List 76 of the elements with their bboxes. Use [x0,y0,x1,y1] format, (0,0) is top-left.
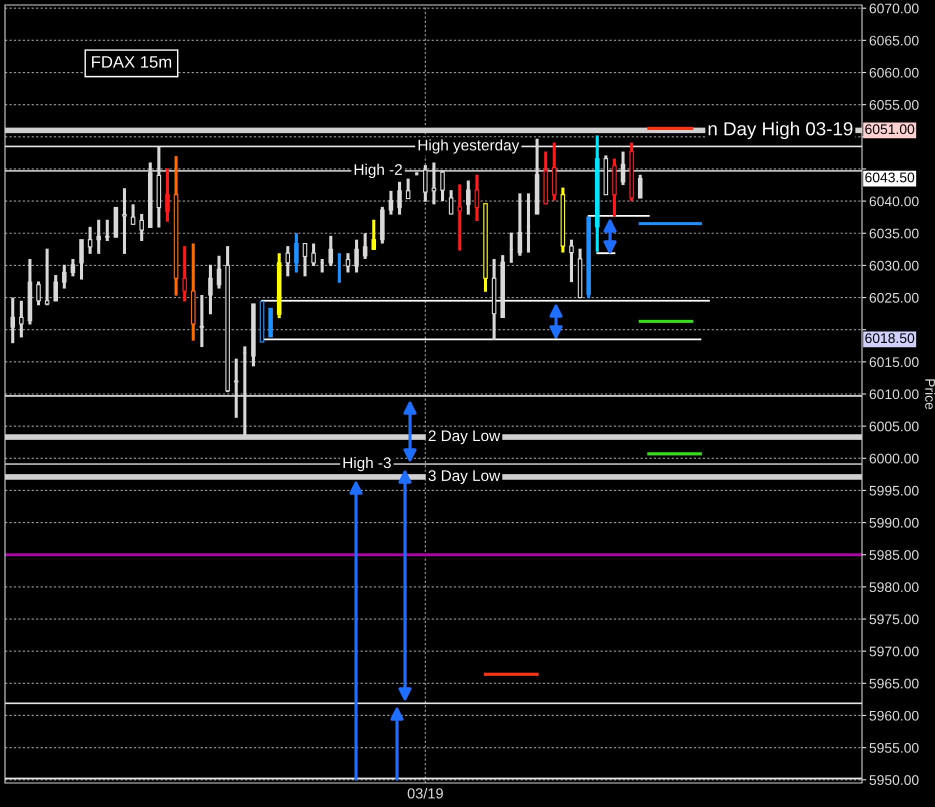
text: 6051.00 [865,124,914,134]
y-tick-label: 6035.00 [870,228,919,238]
y-tick-label: 6015.00 [870,357,919,368]
y-tick-label: 6070.00 [870,4,919,14]
candlestick [354,240,359,272]
candlestick [474,174,480,222]
candlestick [518,193,522,256]
y-tick-label: 6030.00 [870,260,919,271]
candlestick [44,248,50,306]
ref-line-label: High -2 [354,164,402,178]
candlestick [311,244,316,266]
y-tick-label: 5970.00 [870,646,919,656]
candlestick [569,240,574,282]
candlestick [328,236,334,266]
y-tick-label: 5955.00 [870,742,919,753]
candlestick [397,182,402,215]
y-tick-label: 6060.00 [870,68,919,78]
y-tick-label: 6055.00 [870,100,919,110]
candlestick [286,246,290,276]
y-tick-label: 5995.00 [870,486,919,496]
candlestick [19,300,24,338]
candlestick [70,258,76,276]
text: FDAX 15m [92,56,172,68]
ref-line-label: n Day High 03-19 [708,122,852,140]
candlestick [346,253,350,272]
candlestick [79,239,84,280]
candlestick [216,256,222,289]
candlestick [105,220,110,241]
ref-line-label: High -3 [344,456,391,472]
candlestick [208,264,213,314]
y-tick-label: 5965.00 [870,678,919,689]
text: 6018.50 [865,333,914,344]
candlestick [440,170,445,202]
candlestick [432,162,436,204]
y-tick-label: 5980.00 [870,582,919,592]
ref-line-label: High yesterday [418,139,520,154]
candlestick [294,233,299,272]
candlestick [130,204,136,225]
candlestick [234,358,238,418]
y-tick-label: 5975.00 [870,614,919,624]
candlestick [302,242,308,276]
candlestick [88,226,92,254]
y-tick-label: 6000.00 [870,454,919,464]
candlestick [371,220,376,250]
candlestick [139,214,144,241]
candlestick [466,180,471,215]
candlestick [200,294,204,348]
candlestick [53,275,58,302]
candlestick [10,298,16,344]
candlestick [620,152,626,186]
candlestick [96,220,101,254]
candlestick [122,188,127,254]
y-axis-title: Price [925,379,935,410]
text: 6043.50 [865,172,914,182]
candlestick [62,264,67,289]
y-tick-label: 6040.00 [870,196,919,206]
y-tick-label: 5950.00 [870,775,919,785]
candlestick [165,168,170,222]
ref-line-label: 3 Day Low [428,470,500,484]
candlestick [36,281,41,306]
candlestick [388,190,394,215]
y-tick-label: 6005.00 [870,421,919,432]
y-tick-label: 6010.00 [870,389,919,400]
candlestick [457,184,462,251]
candlestick [182,246,187,302]
ref-line-label: 2 Day Low [428,430,500,444]
y-tick-label: 5985.00 [870,550,919,560]
candlestick [362,233,368,259]
x-tick-label: 03/19 [408,788,443,799]
y-tick-label: 5990.00 [870,518,919,528]
y-tick-label: 5960.00 [870,710,919,721]
candlestick [638,174,643,199]
candlestick [448,190,454,215]
y-tick-label: 6065.00 [870,36,919,46]
candlestick [423,165,428,202]
y-tick-label: 6025.00 [870,292,919,303]
